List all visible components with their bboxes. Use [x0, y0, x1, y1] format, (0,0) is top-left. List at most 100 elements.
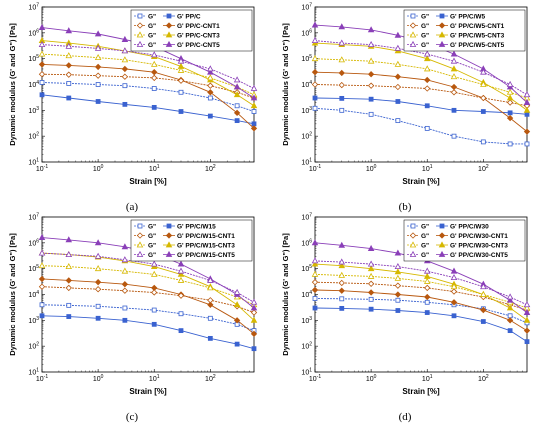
- data-point: [121, 73, 129, 80]
- legend-marker: [165, 241, 173, 248]
- data-point: [250, 316, 258, 323]
- x-axis-label: Strain [%]: [129, 177, 167, 186]
- panel-caption: (c): [126, 411, 139, 423]
- data-point: [38, 40, 46, 48]
- x-axis-label: Strain [%]: [129, 387, 167, 396]
- data-point: [312, 305, 318, 311]
- data-point: [207, 297, 214, 304]
- data-point: [150, 60, 158, 67]
- legend-label: G' PP/C/W30: [450, 224, 489, 231]
- chart-panel-a: 101 102 103 104 105 106 107 10-1 100 101 102 Strain…: [8, 3, 258, 213]
- legend-label: G' PP/C/W15-CNT1: [177, 233, 235, 240]
- data-point: [94, 53, 102, 60]
- chart-panel-c: 101 102 103 104 105 106 107 10-1 100 101 102 Strain…: [8, 213, 258, 423]
- data-point: [121, 47, 129, 54]
- legend-label: G' PP/C/W30-CNT3: [450, 243, 508, 250]
- x-tick-label: 10-1: [36, 374, 48, 383]
- y-tick-label: 101: [28, 368, 39, 377]
- data-point: [233, 288, 241, 295]
- data-point: [480, 109, 486, 114]
- data-point: [450, 89, 458, 96]
- data-point: [251, 346, 257, 352]
- data-point: [38, 262, 46, 269]
- legend-marker: [409, 22, 417, 29]
- data-point: [250, 309, 258, 316]
- legend-marker: [136, 241, 144, 248]
- data-point: [151, 104, 157, 110]
- legend-label: G": [148, 42, 156, 49]
- data-point: [150, 270, 158, 277]
- data-point: [394, 274, 402, 281]
- legend-marker: [409, 241, 417, 248]
- data-point: [311, 279, 319, 286]
- data-point: [423, 277, 431, 284]
- legend-label: G": [148, 14, 156, 21]
- data-point: [338, 23, 346, 30]
- x-tick-label: 101: [149, 374, 160, 383]
- data-point: [367, 289, 375, 296]
- data-point: [338, 271, 346, 278]
- data-point: [450, 273, 458, 281]
- data-point: [178, 89, 184, 95]
- data-point: [66, 95, 72, 101]
- data-point: [506, 296, 514, 303]
- series-line: [314, 40, 528, 96]
- data-point: [151, 289, 158, 296]
- data-point: [150, 51, 158, 58]
- data-point: [311, 260, 319, 267]
- y-axis-label: Dynamic modulus (G' and G") [Pa]: [281, 233, 290, 356]
- data-point: [233, 91, 241, 98]
- data-point: [394, 31, 402, 38]
- data-point: [151, 86, 157, 91]
- data-point: [311, 239, 319, 246]
- data-point: [121, 267, 129, 274]
- data-point: [234, 103, 240, 109]
- data-point: [523, 327, 531, 334]
- data-point: [523, 301, 531, 308]
- data-point: [395, 118, 401, 124]
- data-point: [424, 310, 430, 315]
- legend-label: G' PP/C: [177, 14, 201, 21]
- data-point: [395, 99, 401, 104]
- legend-marker: [165, 40, 173, 47]
- legend-marker: [438, 232, 446, 239]
- data-point: [506, 293, 514, 300]
- legend-marker: [438, 250, 446, 257]
- legend-label: G": [148, 233, 156, 240]
- data-point: [38, 61, 46, 68]
- data-point: [338, 39, 346, 46]
- data-point: [450, 299, 458, 306]
- legend-marker: [409, 232, 417, 239]
- data-point: [39, 313, 45, 319]
- y-tick-label: 107: [28, 3, 39, 12]
- data-point: [394, 83, 402, 91]
- data-point: [65, 62, 72, 69]
- data-point: [338, 279, 345, 287]
- y-tick-label: 102: [301, 132, 312, 141]
- legend-label: G' PP/C/W15-CNT5: [177, 252, 235, 259]
- data-point: [523, 91, 531, 98]
- y-axis-label: Dynamic modulus (G' and G") [Pa]: [8, 233, 17, 356]
- legend-label: G' PP/C/W15: [177, 224, 216, 231]
- data-point: [506, 99, 514, 106]
- legend-marker: [409, 31, 417, 38]
- data-point: [423, 267, 431, 274]
- data-point: [450, 283, 458, 290]
- data-point: [424, 293, 431, 301]
- data-point: [424, 103, 430, 109]
- legend-label: G": [421, 42, 429, 49]
- legend-marker: [166, 223, 172, 229]
- y-tick-label: 103: [28, 316, 39, 325]
- legend-label: G": [148, 33, 156, 40]
- data-point: [65, 250, 73, 258]
- data-point: [38, 275, 46, 283]
- legend-marker: [136, 31, 144, 38]
- data-point: [121, 281, 129, 288]
- legend-label: G": [421, 23, 429, 30]
- x-tick-label: 102: [478, 374, 489, 383]
- y-tick-label: 105: [28, 264, 39, 273]
- data-point: [121, 56, 129, 63]
- y-tick-label: 107: [301, 213, 312, 222]
- data-point: [39, 302, 45, 308]
- legend-marker: [438, 241, 446, 248]
